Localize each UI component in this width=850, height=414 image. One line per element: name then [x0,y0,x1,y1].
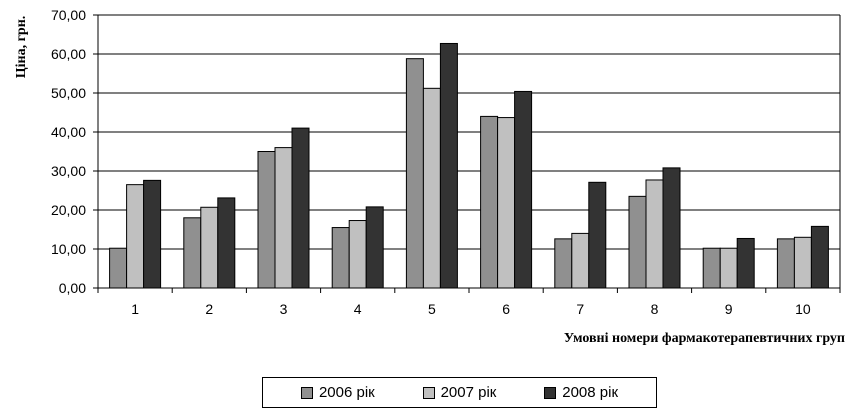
y-tick-labels: 0,00 10,00 20,00 30,00 40,00 50,00 60,00 70,00 [51,7,86,296]
bar-2008 рік-8 [662,167,681,289]
bar-2008 рік-3 [291,127,310,289]
bar-2007 рік-5 [422,87,441,289]
x-tick-label: 7 [576,301,584,317]
bar-2008 рік-2 [217,197,236,289]
bar-2007 рік-7 [571,232,590,289]
bar-2007 рік-2 [200,206,219,289]
legend-swatch-2007 [422,386,435,399]
bar-2006 рік-5 [405,58,424,289]
bar-2006 рік-8 [628,195,647,289]
bar-2006 рік-3 [257,151,276,289]
y-tick-label: 0,00 [59,280,86,296]
y-tick-label: 30,00 [51,163,86,179]
bar-2008 рік-5 [439,42,458,289]
x-tick-label: 8 [651,301,659,317]
bars [109,42,829,289]
legend-item-2008: 2008 рік [544,384,618,401]
y-tick-label: 10,00 [51,241,86,257]
bar-2007 рік-4 [348,220,367,289]
bar-2007 рік-1 [126,184,145,289]
bar-2006 рік-4 [331,227,350,289]
x-tick-label: 4 [354,301,362,317]
bar-2007 рік-8 [645,179,664,289]
legend-swatch-2008 [544,386,557,399]
x-tick-label: 9 [725,301,733,317]
y-tick-label: 50,00 [51,85,86,101]
bar-2008 рік-6 [514,90,533,289]
legend-item-2006: 2006 рік [300,384,375,401]
bar-2006 рік-6 [480,115,499,289]
bar-2008 рік-7 [588,181,607,289]
bar-2006 рік-9 [702,247,721,289]
bar-2006 рік-2 [183,217,202,289]
x-tick-label: 3 [280,301,288,317]
x-tick-label: 6 [502,301,510,317]
bar-2006 рік-1 [109,247,128,289]
bar-2006 рік-7 [554,238,573,289]
bar-2007 рік-9 [719,247,738,289]
x-tick-labels: 1 2 3 4 5 6 7 8 9 10 [131,301,811,317]
x-tick-label: 1 [131,301,139,317]
y-tick-label: 60,00 [51,46,86,62]
bar-2007 рік-10 [793,236,812,289]
bar-2006 рік-10 [776,238,795,289]
bar-2008 рік-4 [365,206,384,289]
x-tick-label: 5 [428,301,436,317]
legend-label-2007: 2007 рік [440,384,497,401]
legend: 2006 рік 2007 рік 2008 рік [262,377,657,408]
axes [93,14,841,293]
bar-2008 рік-10 [810,225,829,289]
bar-2007 рік-3 [274,147,293,289]
x-axis-title: Умовні номери фармакотерапевтичних груп [564,331,845,346]
x-tick-label: 2 [205,301,213,317]
bar-chart: 0,00 10,00 20,00 30,00 40,00 50,00 60,00 7 0,00 … [14,7,845,346]
bar-2007 рік-6 [497,117,516,289]
bar-2008 рік-9 [736,237,755,289]
y-tick-label: 40,00 [51,124,86,140]
bar-2008 рік-1 [143,179,162,289]
legend-swatch-2006 [300,386,313,399]
legend-label-2006: 2006 рік [318,384,375,401]
y-axis-title: Ціна, грн. [14,16,29,79]
y-tick-label: 70,00 [51,7,86,23]
x-tick-label: 10 [795,301,811,317]
legend-label-2008: 2008 рік [562,384,619,401]
y-tick-label: 20,00 [51,202,86,218]
legend-item-2007: 2007 рік [422,384,497,401]
